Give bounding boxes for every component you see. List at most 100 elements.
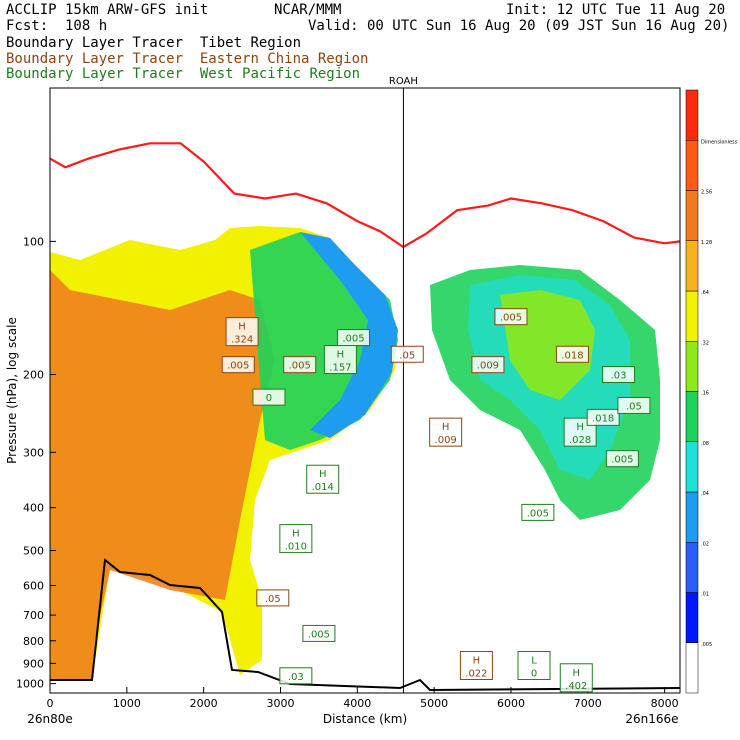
colorbar-segment bbox=[685, 140, 699, 191]
tropopause-line bbox=[49, 142, 681, 249]
annotation-box: .009 bbox=[471, 356, 505, 374]
annotation-value: .005 bbox=[500, 313, 522, 324]
annotation-frame bbox=[617, 396, 651, 414]
annotation-letter: H bbox=[473, 656, 481, 667]
colorbar-label: .16 bbox=[701, 391, 709, 397]
tracer-tibet: Boundary Layer Tracer Tibet Region bbox=[6, 35, 302, 51]
valid-time: Valid: 00 UTC Sun 16 Aug 20 (09 JST Sun … bbox=[308, 18, 730, 34]
annotation-value: .005 bbox=[289, 361, 311, 372]
annotation-value: .05 bbox=[265, 594, 281, 605]
annotation-frame bbox=[471, 356, 505, 374]
annotation-box: .05 bbox=[617, 396, 651, 414]
annotation-box: .005 bbox=[521, 503, 555, 521]
x-tick-label: 8000 bbox=[651, 697, 679, 710]
right-endpoint-label: 26n166e bbox=[625, 712, 678, 726]
annotation-box: .03 bbox=[602, 366, 636, 384]
x-tick-label: 6000 bbox=[497, 697, 525, 710]
left-endpoint-label: 26n80e bbox=[27, 712, 73, 726]
colorbar-label: .02 bbox=[701, 541, 709, 547]
annotation-box: H .009 bbox=[429, 417, 463, 447]
colorbar-segment bbox=[685, 341, 699, 392]
annotation-box: .03 bbox=[279, 667, 313, 685]
annotation-box: H .402 bbox=[559, 663, 593, 693]
annotation-box: H .010 bbox=[279, 524, 313, 554]
annotation-box: .005 bbox=[336, 329, 370, 347]
annotation-box: .005 bbox=[494, 308, 528, 326]
annotation-frame bbox=[390, 345, 424, 363]
annotation-letter: H bbox=[442, 422, 450, 433]
annotation-box: .005 bbox=[605, 450, 639, 468]
colorbar-segment bbox=[685, 642, 699, 694]
annotation-value: .005 bbox=[227, 361, 249, 372]
marker-label: ROAH bbox=[389, 76, 418, 87]
y-tick-label: 1000 bbox=[16, 678, 44, 691]
colorbar-label: 1.28 bbox=[701, 240, 712, 246]
colorbar-label: .04 bbox=[701, 491, 709, 497]
terrain-line bbox=[50, 558, 681, 692]
annotation-value: .05 bbox=[399, 350, 415, 361]
x-tick-label: 7000 bbox=[574, 697, 602, 710]
annotation-layer: H .324 .005 .005 H .157 .005 .05 0 H .009 H .014 H .01… bbox=[221, 308, 651, 693]
annotation-value: 0 bbox=[531, 669, 537, 680]
plume-core bbox=[50, 270, 275, 680]
annotation-value: .324 bbox=[231, 335, 253, 346]
annotation-value: 0 bbox=[266, 393, 272, 404]
annotation-box: .005 bbox=[283, 356, 317, 374]
annotation-box: 0 bbox=[252, 388, 286, 406]
annotation-frame bbox=[517, 651, 551, 681]
model-title: ACCLIP 15km ARW-GFS init bbox=[6, 2, 209, 18]
annotation-box: .018 bbox=[586, 408, 620, 426]
annotation-frame bbox=[256, 589, 290, 607]
annotation-frame bbox=[252, 388, 286, 406]
y-tick-label: 700 bbox=[23, 609, 44, 622]
annotation-box: .005 bbox=[302, 624, 336, 642]
annotation-box: .05 bbox=[390, 345, 424, 363]
annotation-frame bbox=[459, 651, 493, 681]
annotation-frame bbox=[521, 503, 555, 521]
annotation-frame bbox=[283, 356, 317, 374]
colorbar-label: 2.56 bbox=[701, 190, 712, 196]
annotation-frame bbox=[279, 524, 313, 554]
forecast-hour: Fcst: 108 h bbox=[6, 18, 108, 34]
y-tick-label: 200 bbox=[23, 369, 44, 382]
annotation-frame bbox=[302, 624, 336, 642]
colorbar-segment bbox=[685, 592, 699, 643]
annotation-value: .03 bbox=[288, 672, 304, 683]
annotation-value: .018 bbox=[592, 413, 614, 424]
annotation-frame bbox=[494, 308, 528, 326]
annotation-letter: H bbox=[292, 529, 300, 540]
annotation-frame bbox=[225, 317, 259, 347]
colorbar-label: .32 bbox=[701, 340, 709, 346]
colorbar-label: .005 bbox=[701, 642, 712, 648]
annotation-box: H .157 bbox=[323, 345, 357, 375]
colorbar-label: .08 bbox=[701, 441, 709, 447]
colorbar-segment bbox=[685, 290, 699, 342]
annotation-value: .010 bbox=[285, 542, 307, 553]
colorbar-segment bbox=[685, 391, 699, 442]
tracer-eastern-china: Boundary Layer Tracer Eastern China Regi… bbox=[6, 51, 369, 67]
colorbar-label: .64 bbox=[701, 290, 709, 296]
annotation-frame bbox=[559, 663, 593, 693]
y-tick-label: 500 bbox=[23, 544, 44, 557]
colorbar-segment bbox=[685, 240, 699, 292]
annotation-frame bbox=[605, 450, 639, 468]
annotation-letter: H bbox=[238, 322, 246, 333]
annotation-value: .009 bbox=[435, 435, 457, 446]
colorbar-segment bbox=[685, 491, 699, 543]
annotation-value: .005 bbox=[527, 508, 549, 519]
annotation-value: .005 bbox=[611, 455, 633, 466]
y-tick-label: 600 bbox=[23, 580, 44, 593]
x-tick-label: 5000 bbox=[420, 697, 448, 710]
colorbar-label: .01 bbox=[701, 592, 709, 598]
annotation-frame bbox=[602, 366, 636, 384]
annotation-value: .014 bbox=[312, 482, 334, 493]
y-axis-label: Pressure (hPa), log scale bbox=[5, 317, 19, 464]
annotation-letter: H bbox=[576, 422, 584, 433]
annotation-value: .157 bbox=[329, 363, 351, 374]
y-tick-label: 900 bbox=[23, 657, 44, 670]
annotation-letter: H bbox=[319, 469, 327, 480]
annotation-frame bbox=[555, 345, 589, 363]
plot-frame bbox=[49, 87, 681, 694]
